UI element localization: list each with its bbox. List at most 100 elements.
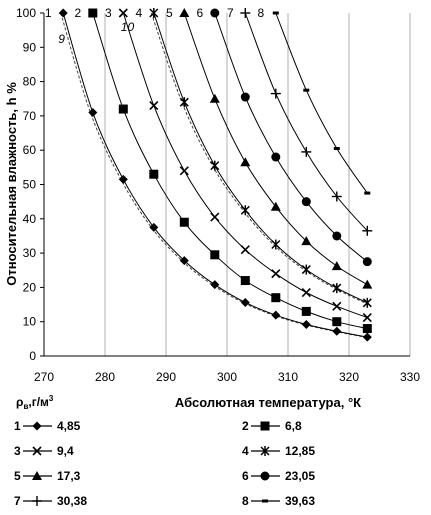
data-point-series-1: [118, 174, 128, 184]
data-point-series-7: [331, 191, 342, 202]
curve-series-1: [62, 12, 368, 338]
legend-entry-marker: [32, 471, 42, 480]
y-tick-label: 30: [23, 246, 37, 260]
legend-entry-series-3: 3 9,4: [14, 444, 74, 458]
legend-entry-label: 12,85: [285, 444, 315, 458]
grid: [43, 13, 411, 356]
marker-stroke: [332, 301, 342, 311]
data-point-series-2: [179, 217, 189, 227]
legend-entry-series-8: 8 39,63: [242, 494, 315, 508]
data-point-series-5: [301, 236, 312, 246]
y-tick-label: 0: [29, 349, 36, 363]
curve-series-7: [244, 12, 368, 232]
data-point-series-4: [179, 97, 189, 108]
data-point-series-2: [362, 324, 372, 334]
dashed-curve-label-9: 9: [58, 32, 65, 46]
data-point-series-6: [210, 8, 220, 18]
curve-series-8: [275, 12, 368, 194]
data-point-series-3: [149, 101, 159, 111]
legend-entry-id: 2: [242, 419, 249, 433]
y-tick-label: 50: [23, 178, 37, 192]
data-point-series-1: [362, 332, 372, 342]
data-point-series-3: [240, 245, 250, 255]
data-point-series-5: [331, 261, 342, 271]
data-point-series-8: [364, 191, 371, 195]
dashed-curve-label-10: 10: [121, 20, 135, 34]
data-point-series-6: [332, 231, 342, 241]
legend-title-rho: ρ: [16, 395, 23, 409]
data-point-series-1: [301, 319, 311, 329]
legend-entry-label: 23,05: [285, 469, 315, 483]
y-tick-label: 60: [23, 143, 37, 157]
legend-entry-series-2: 2 6,8: [242, 419, 302, 433]
y-tick-label: 90: [23, 40, 37, 54]
y-axis-title: Относительная влажность, h %: [4, 82, 19, 286]
x-tick-label: 300: [217, 370, 237, 384]
marker-stroke: [210, 212, 220, 222]
marker-stroke: [179, 166, 189, 176]
data-point-series-1: [271, 310, 281, 320]
legend-entry-series-5: 5 17,3: [14, 469, 81, 483]
data-point-series-2: [210, 250, 220, 260]
data-point-series-3: [118, 8, 128, 18]
data-point-series-5: [179, 8, 190, 17]
data-point-series-4: [240, 205, 250, 216]
marker-stroke: [118, 8, 128, 18]
x-tick-label: 330: [400, 370, 420, 384]
legend-entry-marker: [262, 499, 268, 503]
data-point-series-2: [88, 8, 98, 18]
legend-entry-marker: [260, 446, 270, 456]
legend-title-subscript: в: [23, 402, 28, 411]
legend-entry-marker: [260, 421, 270, 431]
data-point-series-7: [301, 146, 312, 157]
data-point-series-8: [333, 146, 340, 150]
legend-title-superscript: 3: [49, 394, 54, 403]
data-point-series-1: [58, 8, 68, 18]
legend-entry-id: 7: [14, 494, 21, 508]
legend-entry-series-6: 6 23,05: [242, 469, 315, 483]
legend-entry-id: 8: [242, 494, 249, 508]
data-point-series-2: [240, 276, 250, 286]
curve-label-6: 6: [196, 6, 203, 20]
legend-entry-id: 5: [14, 469, 21, 483]
x-tick-label: 270: [34, 370, 54, 384]
data-point-series-1: [210, 280, 220, 290]
legend-entry-label: 9,4: [57, 444, 74, 458]
x-tick-label: 280: [95, 370, 115, 384]
data-point-series-2: [149, 169, 159, 179]
data-point-series-5: [209, 93, 220, 103]
marker-stroke: [149, 101, 159, 111]
data-point-series-4: [149, 8, 159, 18]
y-tick-label: 40: [23, 212, 37, 226]
x-tick-label: 320: [339, 370, 359, 384]
y-tick-label: 20: [23, 280, 37, 294]
data-point-series-7: [362, 225, 373, 236]
data-point-series-4: [301, 264, 311, 275]
curve-labels: 1 2 3 4 5 6 7 8 9 10: [45, 6, 265, 46]
curve-label-3: 3: [105, 6, 112, 20]
data-point-series-4: [210, 160, 220, 171]
marker-stroke: [301, 287, 311, 298]
data-point-series-4: [332, 283, 342, 294]
curve-label-7: 7: [227, 6, 234, 20]
data-point-series-6: [362, 257, 372, 267]
legend-entry-series-7: 7 30,38: [14, 494, 87, 508]
data-point-series-8: [303, 88, 310, 92]
legend-entry-series-1: 1 4,85: [14, 419, 81, 433]
axes: 270 280 290 300 310 320 3300102030405060708090…: [16, 6, 420, 384]
data-point-series-1: [88, 107, 98, 117]
data-point-series-7: [270, 88, 281, 99]
curve-label-2: 2: [74, 6, 81, 20]
curve-label-5: 5: [166, 6, 173, 20]
data-point-series-1: [149, 222, 159, 232]
legend-entry-label: 4,85: [57, 419, 81, 433]
dashed-curve-9: [60, 12, 365, 338]
curve-label-4: 4: [135, 6, 142, 20]
y-tick-label: 10: [23, 315, 37, 329]
data-point-series-3: [362, 313, 372, 323]
legend-entry-label: 39,63: [285, 494, 315, 508]
data-point-series-4: [362, 297, 372, 308]
legend-entry-marker: [260, 471, 270, 481]
data-point-series-3: [332, 301, 342, 311]
data-point-series-8: [272, 11, 279, 15]
